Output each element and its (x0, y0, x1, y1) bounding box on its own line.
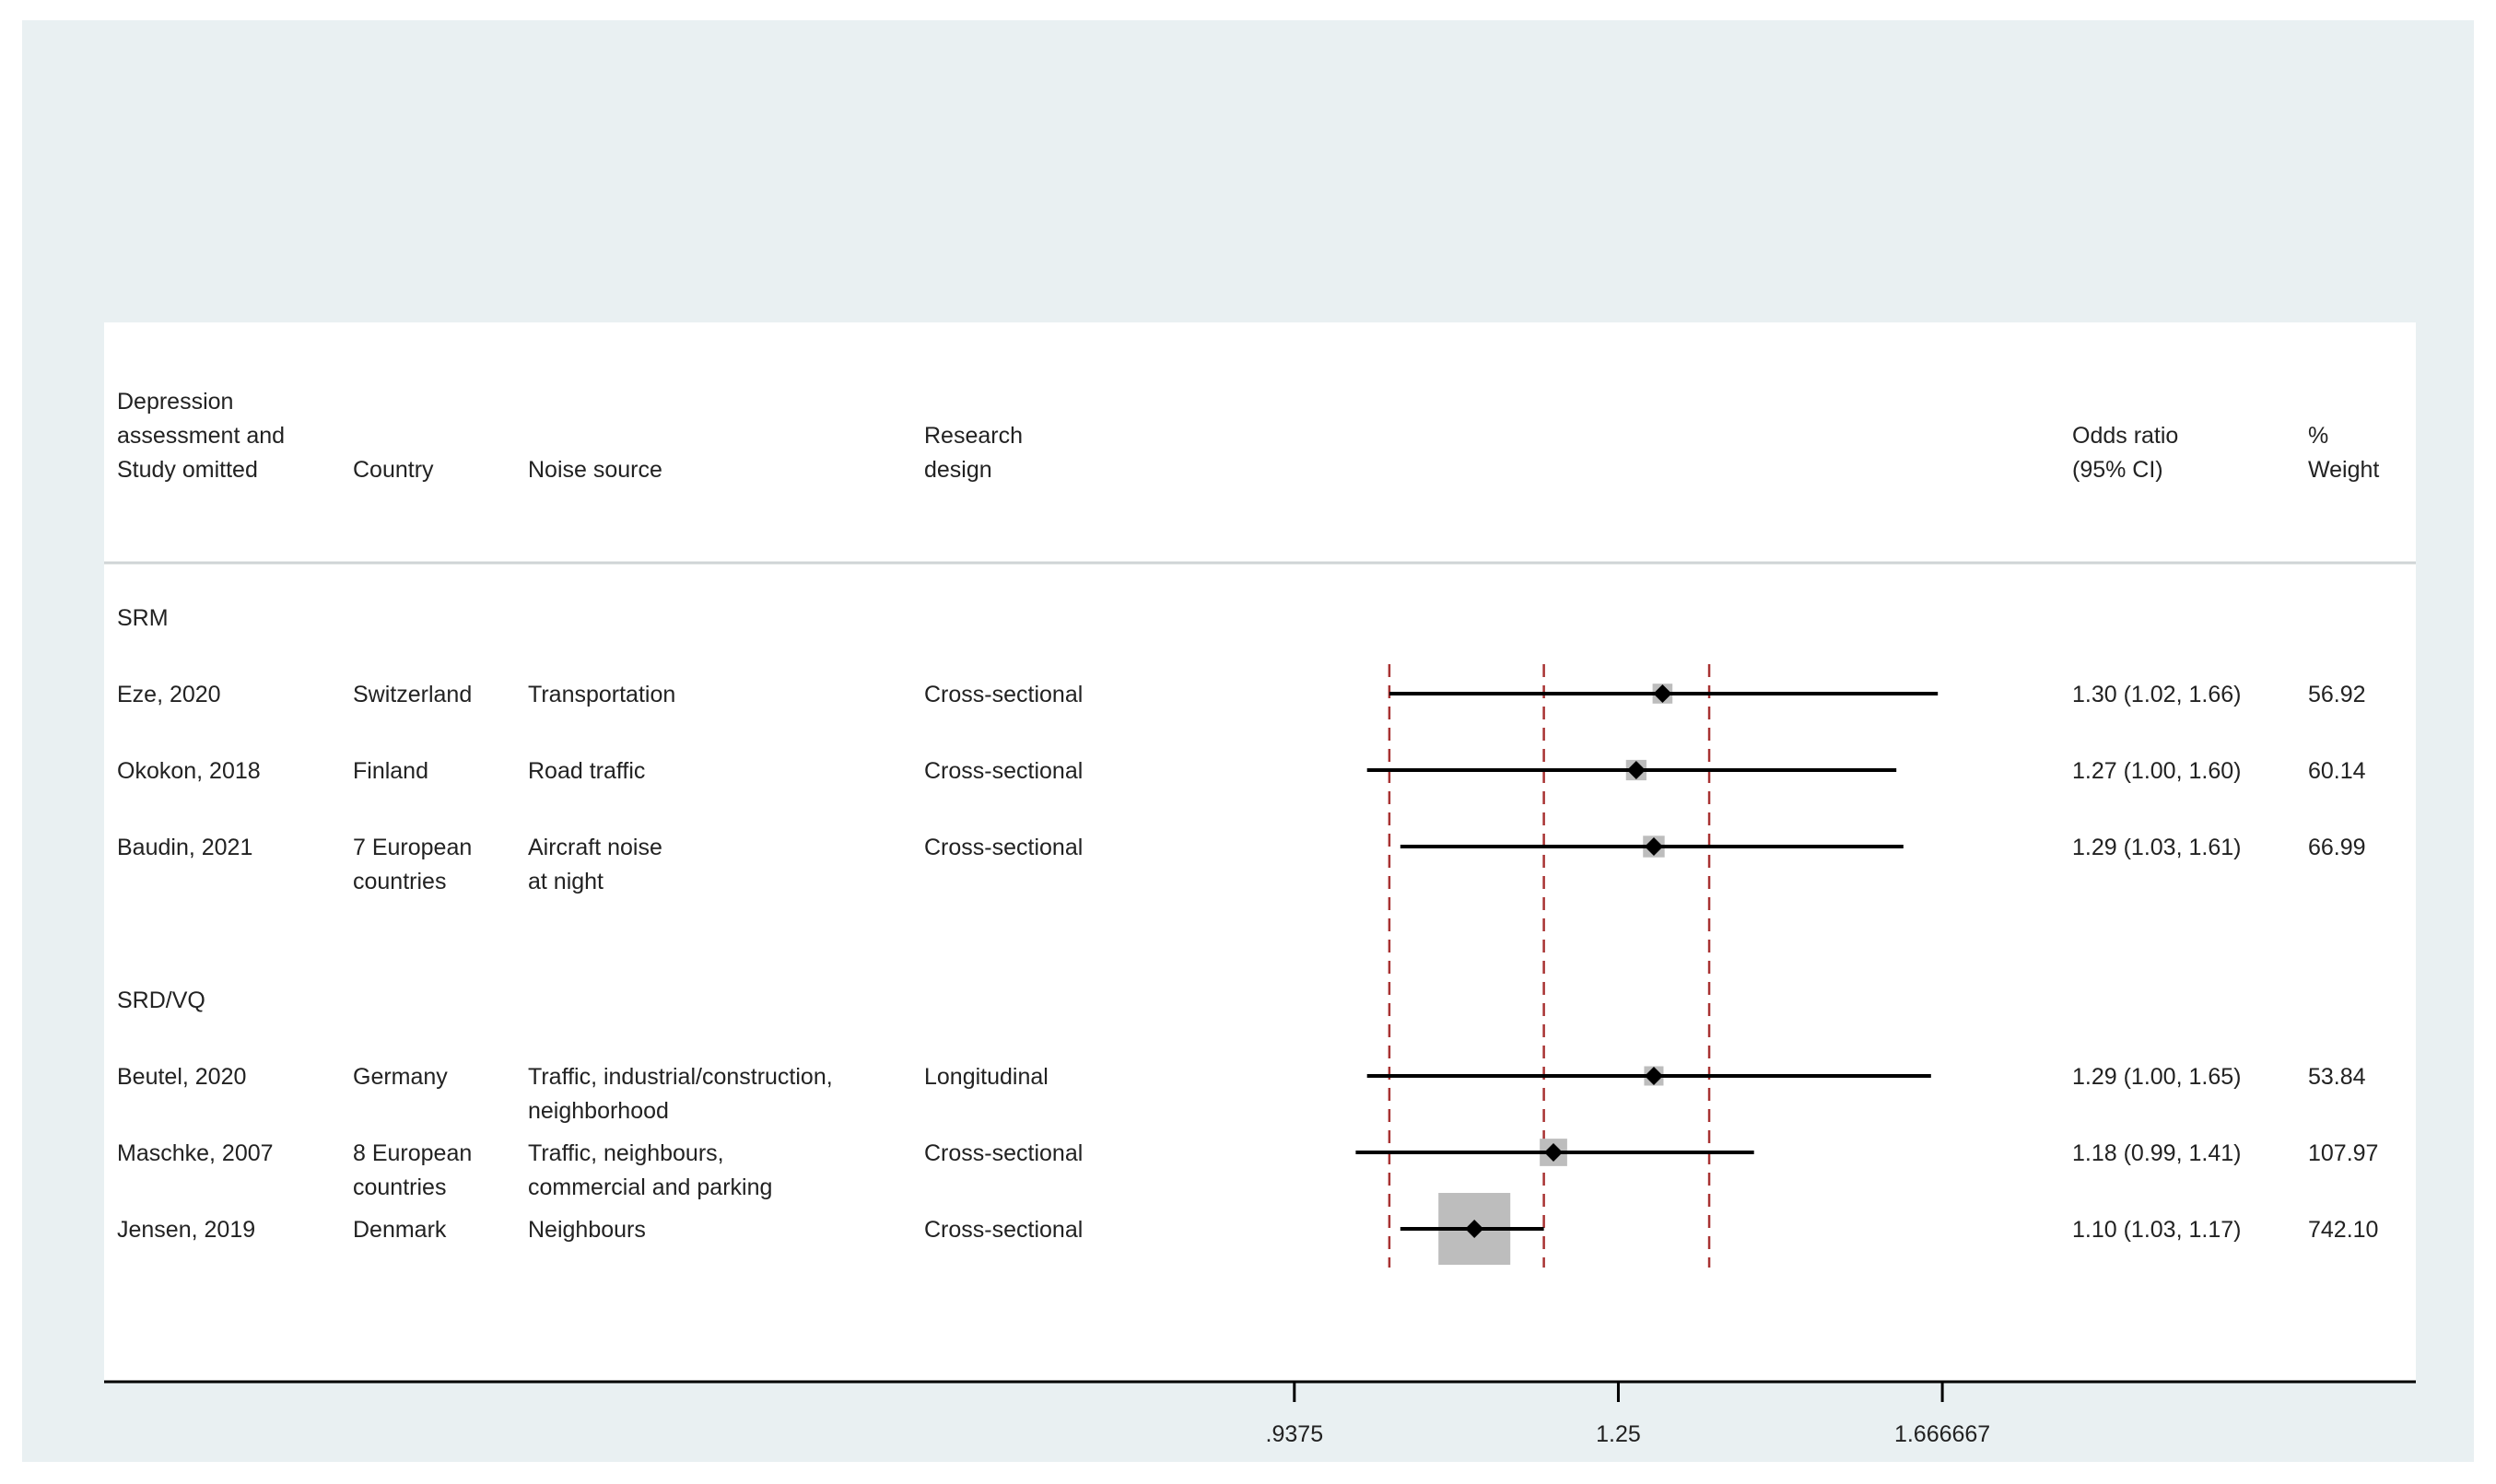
point-estimate (1644, 837, 1663, 856)
study-weight: 60.14 (2308, 758, 2366, 784)
header-noise: Noise source (528, 457, 662, 483)
plot-panel (104, 322, 2416, 1382)
study-design: Cross-sectional (924, 758, 1083, 784)
study-name: Jensen, 2019 (117, 1217, 255, 1243)
study-weight: 107.97 (2308, 1140, 2378, 1166)
study-name: Baudin, 2021 (117, 835, 252, 860)
study-country: 7 European (353, 835, 472, 860)
study-weight: 66.99 (2308, 835, 2366, 860)
study-noise-source: Transportation (528, 682, 675, 707)
study-noise-source: Neighbours (528, 1217, 646, 1243)
study-name: Okokon, 2018 (117, 758, 261, 784)
x-tick-label: 1.25 (1596, 1421, 1641, 1447)
point-estimate (1465, 1220, 1484, 1238)
study-noise-source: Road traffic (528, 758, 645, 784)
header-study: Study omitted (117, 457, 258, 483)
header-study: assessment and (117, 423, 285, 449)
subgroup-label: SRD/VQ (117, 987, 205, 1013)
study-noise-source: Traffic, neighbours, (528, 1140, 724, 1166)
study-odds-ratio: 1.10 (1.03, 1.17) (2072, 1217, 2241, 1243)
header-design: design (924, 457, 992, 483)
study-design: Longitudinal (924, 1064, 1049, 1090)
header-or: (95% CI) (2072, 457, 2163, 483)
study-design: Cross-sectional (924, 1140, 1083, 1166)
study-country: Denmark (353, 1217, 447, 1243)
header-weight: Weight (2308, 457, 2379, 483)
study-odds-ratio: 1.30 (1.02, 1.66) (2072, 682, 2241, 707)
study-country: 8 European (353, 1140, 472, 1166)
header-weight: % (2308, 423, 2328, 449)
study-noise-source: at night (528, 869, 603, 894)
study-name: Maschke, 2007 (117, 1140, 274, 1166)
study-country: Finland (353, 758, 428, 784)
study-weight: 56.92 (2308, 682, 2366, 707)
x-tick-label: .9375 (1266, 1421, 1324, 1447)
point-estimate (1544, 1143, 1564, 1162)
x-tick-label: 1.666667 (1894, 1421, 1990, 1447)
header-or: Odds ratio (2072, 423, 2178, 449)
point-estimate (1626, 761, 1646, 779)
study-odds-ratio: 1.27 (1.00, 1.60) (2072, 758, 2241, 784)
study-odds-ratio: 1.29 (1.03, 1.61) (2072, 835, 2241, 860)
study-design: Cross-sectional (924, 682, 1083, 707)
study-noise-source: neighborhood (528, 1098, 669, 1124)
study-design: Cross-sectional (924, 1217, 1083, 1243)
study-design: Cross-sectional (924, 835, 1083, 860)
point-estimate (1653, 684, 1672, 703)
header-study: Depression (117, 389, 233, 415)
study-noise-source: commercial and parking (528, 1174, 772, 1200)
study-country: Switzerland (353, 682, 472, 707)
point-estimate (1644, 1067, 1663, 1085)
header-design: Research (924, 423, 1023, 449)
study-odds-ratio: 1.18 (0.99, 1.41) (2072, 1140, 2241, 1166)
study-weight: 53.84 (2308, 1064, 2366, 1090)
subgroup-label: SRM (117, 605, 169, 631)
study-weight: 742.10 (2308, 1217, 2378, 1243)
study-name: Beutel, 2020 (117, 1064, 246, 1090)
study-name: Eze, 2020 (117, 682, 221, 707)
study-country: countries (353, 1174, 446, 1200)
study-country: countries (353, 869, 446, 894)
study-noise-source: Aircraft noise (528, 835, 662, 860)
study-odds-ratio: 1.29 (1.00, 1.65) (2072, 1064, 2241, 1090)
study-noise-source: Traffic, industrial/construction, (528, 1064, 833, 1090)
study-country: Germany (353, 1064, 448, 1090)
header-country: Country (353, 457, 434, 483)
